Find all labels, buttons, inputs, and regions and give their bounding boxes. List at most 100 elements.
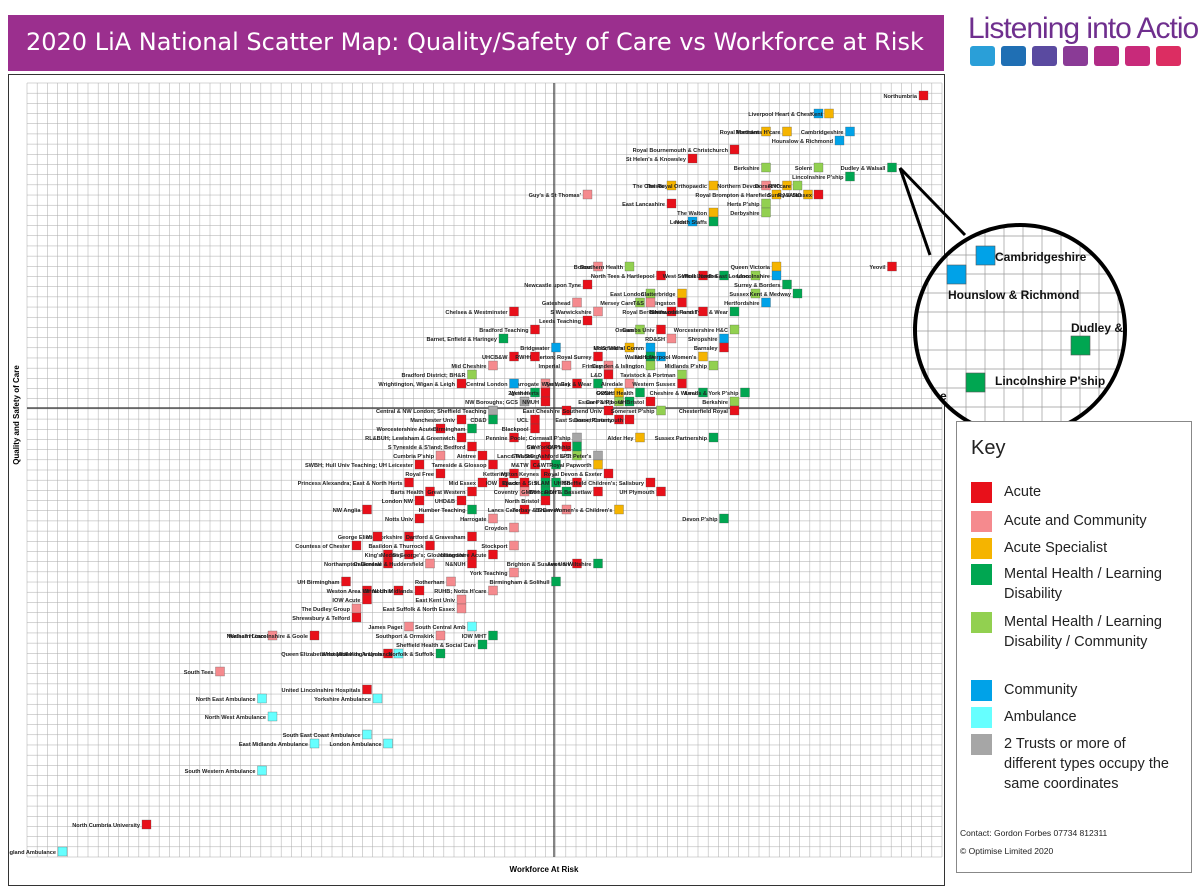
- point-marker: [456, 495, 467, 506]
- point-marker: [488, 414, 498, 425]
- point-label: Hillingdon: [438, 553, 466, 559]
- point-marker: [467, 369, 477, 380]
- point-marker: [519, 504, 530, 515]
- point-marker: [698, 306, 708, 317]
- point-label: Kent & Medway: [750, 292, 792, 298]
- point-marker: [645, 396, 656, 407]
- point-label: South Central Amb: [415, 625, 466, 631]
- point-marker: [771, 270, 782, 281]
- point-label: Princess Alexandra; East & North Herts: [298, 481, 403, 487]
- point-marker: [624, 414, 635, 425]
- point-label: SW Yorks P'ship: [527, 445, 571, 451]
- key-label: Mental Health / Learning Disability / Co…: [1004, 614, 1162, 650]
- point-label: Northumbria: [883, 94, 917, 100]
- point-label: West London: [682, 274, 718, 280]
- y-axis-label: Quality and Safety of Care: [12, 365, 21, 465]
- point-marker: [404, 549, 414, 560]
- point-label: North East London: [699, 274, 750, 280]
- point-marker: [635, 324, 645, 335]
- point-marker: [141, 819, 152, 830]
- point-marker: [351, 612, 362, 623]
- point-marker: [393, 648, 404, 659]
- point-marker: [540, 387, 551, 398]
- point-label: Northants H'care: [736, 130, 781, 136]
- point-marker: [708, 207, 719, 218]
- point-label: Royal Marsden: [720, 130, 760, 136]
- point-marker: [393, 585, 404, 596]
- point-label: S Tyneside & S'land; Bedford: [388, 445, 466, 451]
- point-label: IOW Acute: [332, 598, 360, 604]
- point-marker: [561, 405, 572, 416]
- point-label: Care: [527, 445, 539, 451]
- point-label: Oxleas: [615, 328, 633, 334]
- logo-bar: [1125, 46, 1150, 66]
- point-label: Hounslow & Richmond: [772, 139, 834, 145]
- copyright-text: © Optimise Limited 2020: [960, 846, 1054, 856]
- point-marker: [57, 846, 68, 857]
- point-label: UHS; Wirral Comm: [594, 346, 644, 352]
- point-label: Western Sussex: [632, 382, 676, 388]
- point-label: Clatterbridge: [641, 292, 676, 298]
- point-label: LPT: [560, 454, 571, 460]
- key-item: Acute Specialist: [971, 538, 1179, 559]
- point-label: Derbyshire: [730, 211, 759, 217]
- point-marker: [477, 639, 488, 650]
- point-label: Notts Univ: [385, 517, 414, 523]
- point-marker: [309, 630, 320, 641]
- point-marker: [572, 432, 582, 443]
- point-marker: [771, 261, 782, 272]
- point-marker: [603, 405, 614, 416]
- point-marker: [509, 468, 519, 479]
- point-label: Medway: [381, 553, 404, 559]
- point-marker: [467, 621, 477, 632]
- point-marker: [467, 504, 477, 515]
- chart-frame: Workforce At Risk Quality and Safety of C…: [8, 74, 945, 886]
- point-label: UH Plymouth: [619, 490, 655, 496]
- point-label: Doncaster & Bassetlaw: [530, 490, 593, 496]
- key-swatch: [971, 564, 992, 585]
- point-marker: [509, 378, 519, 389]
- point-label: Calderdale & Huddersfield: [354, 562, 425, 568]
- point-marker: [414, 585, 425, 596]
- point-label: Frimley: [582, 364, 603, 370]
- point-marker: [540, 495, 551, 506]
- point-label: Tavistock & Portman: [620, 373, 676, 379]
- point-marker: [761, 162, 771, 173]
- point-marker: [488, 585, 498, 596]
- point-marker: [572, 378, 582, 389]
- point-label: UCL: [517, 418, 529, 424]
- point-label: SWLStG; Ashford & St Peter's: [512, 454, 592, 460]
- point-marker: [446, 576, 456, 587]
- point-marker: [551, 459, 561, 470]
- key-swatch: [971, 538, 992, 559]
- point-marker: [572, 450, 582, 461]
- zoom-point-marker: [1070, 335, 1091, 356]
- point-label: Southport & Ormskirk: [376, 634, 435, 640]
- key-label: Acute Specialist: [1004, 540, 1108, 556]
- point-marker: [845, 126, 855, 137]
- point-label: Bradford Teaching: [479, 328, 529, 334]
- point-label: Stockport: [481, 544, 507, 550]
- point-label: RD&SH: [645, 337, 665, 343]
- point-label: Imperial: [539, 364, 561, 370]
- point-label: Royal Brompton & Harefield: [695, 193, 770, 199]
- point-label: Dorset County: [574, 418, 613, 424]
- point-marker: [698, 270, 708, 281]
- point-label: Leeds Teaching: [539, 319, 581, 325]
- point-label: Shropshire: [688, 337, 718, 343]
- key-label: Ambulance: [1004, 709, 1077, 725]
- point-label: George Eliot: [338, 535, 371, 541]
- point-label: Kettering: [483, 472, 508, 478]
- point-label: North Staffs: [675, 220, 707, 226]
- logo-bar: [1094, 46, 1119, 66]
- point-label: SWBH; Hull Univ Teaching; UH Leicester: [305, 463, 414, 469]
- point-marker: [677, 369, 687, 380]
- point-marker: [666, 333, 677, 344]
- point-label: RWH: [515, 355, 528, 361]
- point-marker: [509, 432, 519, 443]
- point-marker: [698, 387, 708, 398]
- point-label: The Walton: [677, 211, 708, 217]
- point-marker: [887, 261, 897, 272]
- point-label: Cumbria P'ship: [393, 454, 434, 460]
